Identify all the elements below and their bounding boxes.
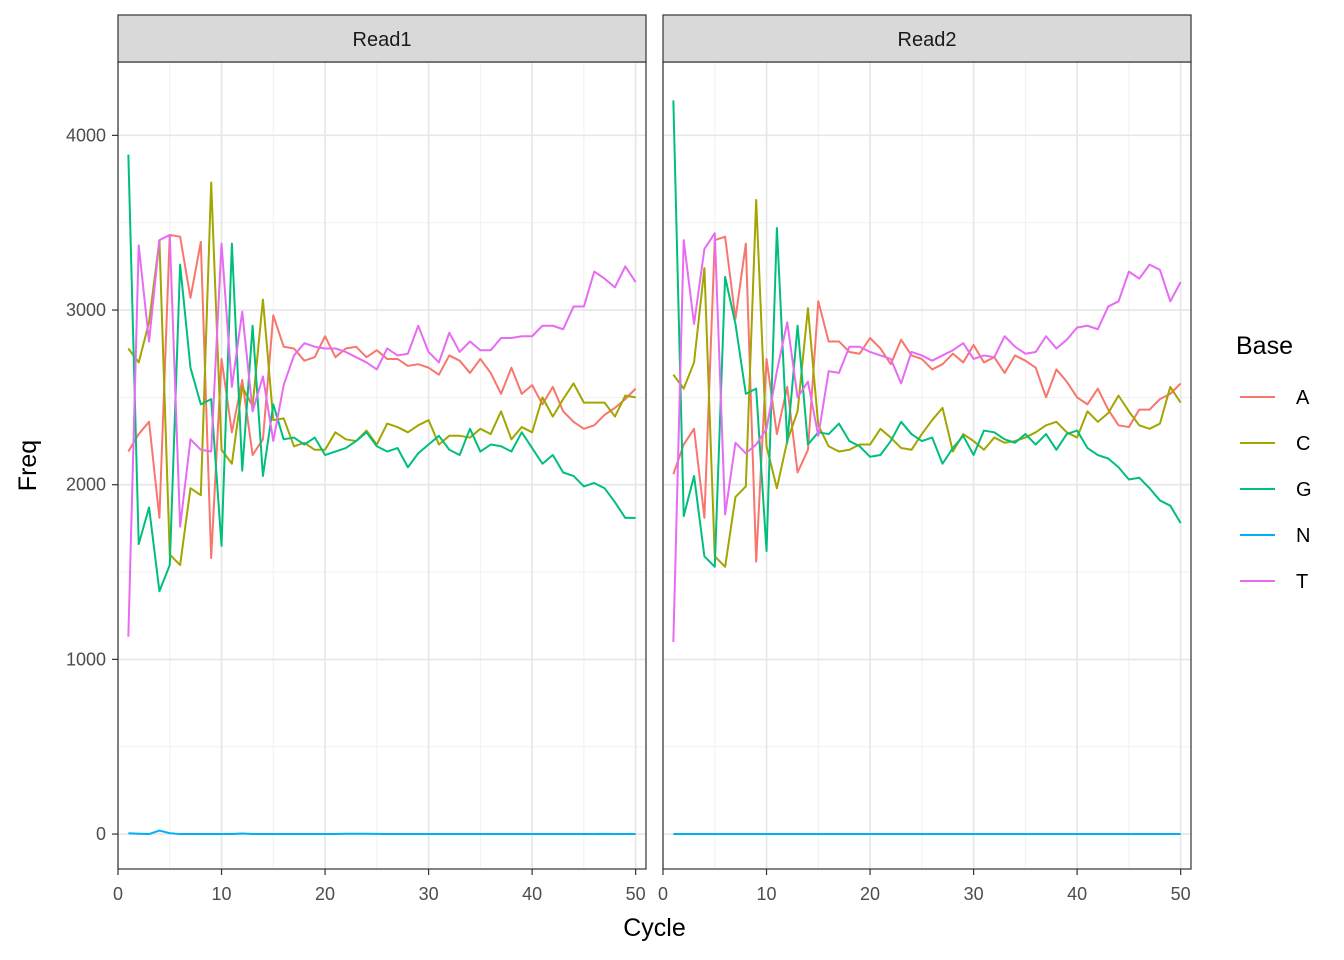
series-line-t-read2 [672, 232, 1182, 642]
x-tick-label: 0 [658, 884, 668, 904]
facet-strip-read1 [117, 14, 647, 63]
facet-label-read1: Read1 [353, 29, 412, 51]
facet-strip-read2 [662, 14, 1192, 63]
y-tick-label: 4000 [66, 125, 106, 145]
legend-label-a: A [1296, 387, 1310, 409]
legend-label-n: N [1296, 525, 1310, 547]
x-tick-label: 40 [1067, 884, 1087, 904]
legend-label-g: G [1296, 479, 1312, 501]
x-tick-label: 20 [315, 884, 335, 904]
panel-background-read2 [663, 62, 1191, 869]
y-tick-label: 1000 [66, 649, 106, 669]
series-line-g-read2 [672, 100, 1182, 568]
series-line-c-read2 [672, 198, 1182, 568]
x-tick-label: 50 [1171, 884, 1191, 904]
x-tick-label: 10 [212, 884, 232, 904]
x-tick-label: 30 [419, 884, 439, 904]
y-axis-title: Freq [14, 440, 42, 491]
series-line-t-read1 [127, 233, 637, 637]
x-tick-label: 0 [113, 884, 123, 904]
y-tick-label: 3000 [66, 300, 106, 320]
legend-label-c: C [1296, 433, 1310, 455]
y-tick-label: 2000 [66, 475, 106, 495]
x-tick-label: 10 [757, 884, 777, 904]
x-axis-title: Cycle [623, 914, 686, 942]
series-line-a-read1 [127, 233, 637, 560]
x-tick-label: 30 [964, 884, 984, 904]
facet-label-read2: Read2 [898, 29, 957, 51]
panel-background-read1 [118, 62, 646, 869]
series-line-c-read1 [127, 181, 636, 567]
x-tick-label: 50 [626, 884, 646, 904]
series-line-a-read2 [672, 235, 1182, 563]
x-tick-label: 40 [522, 884, 542, 904]
x-tick-label: 20 [860, 884, 880, 904]
legend-title: Base [1236, 332, 1293, 360]
y-tick-label: 0 [96, 824, 106, 844]
series-line-n-read1 [128, 829, 636, 836]
legend-label-t: T [1296, 571, 1308, 593]
